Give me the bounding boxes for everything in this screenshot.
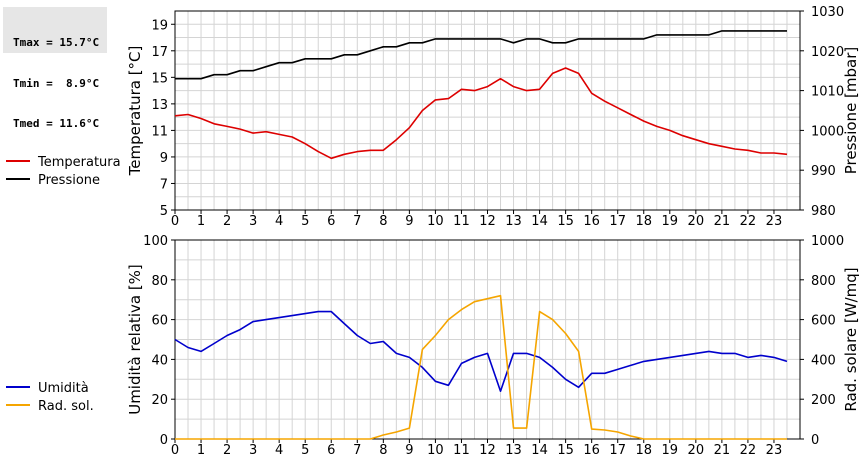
top-yleft-tick-label: 13	[151, 98, 168, 113]
bottom-yright-tick-label: 800	[811, 274, 836, 289]
bottom-yleft-tick-label: 60	[151, 314, 168, 329]
bottom-x-tick-label: 3	[249, 443, 257, 458]
bottom-yleft-tick-label: 0	[160, 433, 168, 448]
top-yright-title: Pressione [mbar]	[842, 47, 860, 175]
stat-tmin-label: Tmin	[13, 76, 40, 90]
legend-label-temperatura: Temperatura	[37, 155, 121, 170]
bottom-x-tick-label: 6	[327, 443, 335, 458]
top-x-tick-label: 5	[301, 214, 309, 229]
top-x-tick-label: 1	[197, 214, 205, 229]
top-yright-tick-label: 1000	[811, 124, 844, 139]
bottom-x-tick-label: 10	[427, 443, 444, 458]
top-yleft-tick-label: 9	[160, 151, 168, 166]
stat-tmed: Tmed = 11.6°C	[13, 117, 100, 130]
bottom-x-tick-label: 5	[301, 443, 309, 458]
bottom-x-tick-label: 12	[479, 443, 496, 458]
legend-label-rad-sol: Rad. sol.	[38, 399, 94, 414]
bottom-x-tick-label: 18	[635, 443, 652, 458]
top-yleft-tick-label: 15	[151, 71, 168, 86]
bottom-x-tick-label: 2	[223, 443, 231, 458]
bottom-x-tick-label: 16	[583, 443, 600, 458]
bottom-yleft-tick-label: 20	[151, 393, 168, 408]
top-x-tick-label: 20	[688, 214, 705, 229]
stat-tmed-value: 11.6°C	[59, 117, 100, 130]
bottom-x-tick-label: 4	[275, 443, 283, 458]
top-x-tick-label: 10	[427, 214, 444, 229]
bottom-yleft-title: Umidità relativa [%]	[126, 264, 144, 415]
top-x-tick-label: 14	[531, 214, 548, 229]
top-x-tick-label: 13	[505, 214, 522, 229]
stat-tmin: Tmin = 8.9°C	[13, 76, 100, 90]
top-yleft-tick-label: 11	[151, 124, 168, 139]
bottom-x-tick-label: 20	[688, 443, 705, 458]
series-line-rad-sol	[175, 294, 787, 440]
bottom-x-tick-label: 14	[531, 443, 548, 458]
bottom-x-tick-label: 11	[453, 443, 470, 458]
series-line-temperatura	[174, 67, 788, 160]
top-x-tick-label: 6	[327, 214, 335, 229]
bottom-x-tick-label: 1	[197, 443, 205, 458]
top-yleft-tick-label: 5	[160, 204, 168, 219]
legend-label-pressione: Pressione	[38, 173, 100, 188]
stat-tmax-label: Tmax	[13, 36, 40, 49]
bottom-yright-tick-label: 200	[811, 393, 836, 408]
stats-box: Tmax = 15.7°C Tmin = 8.9°C Tmed = 11.6°C	[3, 7, 107, 130]
bottom-yleft-tick-label: 100	[143, 234, 168, 249]
top-x-tick-label: 21	[714, 214, 731, 229]
bottom-x-tick-label: 13	[505, 443, 522, 458]
bottom-x-tick-label: 17	[609, 443, 626, 458]
bottom-x-tick-label: 0	[171, 443, 179, 458]
stat-tmed-label: Tmed	[13, 117, 40, 130]
bottom-x-tick-label: 7	[353, 443, 361, 458]
top-x-tick-label: 3	[249, 214, 257, 229]
top-x-tick-label: 17	[609, 214, 626, 229]
top-x-tick-label: 22	[740, 214, 757, 229]
top-x-tick-label: 9	[405, 214, 413, 229]
bottom-x-tick-label: 21	[714, 443, 731, 458]
top-x-tick-label: 11	[453, 214, 470, 229]
top-x-tick-label: 16	[583, 214, 600, 229]
top-yright-tick-label: 1030	[811, 5, 844, 20]
series-line-umidit	[174, 310, 788, 393]
bottom-x-tick-label: 9	[405, 443, 413, 458]
top-x-tick-label: 12	[479, 214, 496, 229]
bottom-yright-tick-label: 600	[811, 314, 836, 329]
top-x-tick-label: 19	[662, 214, 679, 229]
stat-tmax-value: 15.7°C	[59, 36, 100, 49]
stat-tmax: Tmax = 15.7°C	[13, 36, 100, 49]
bottom-yleft-tick-label: 40	[151, 353, 168, 368]
top-yleft-tick-label: 17	[151, 45, 168, 60]
stat-tmin-value: 8.9°C	[59, 76, 100, 90]
top-yleft-tick-label: 7	[160, 177, 168, 192]
top-x-tick-label: 8	[379, 214, 387, 229]
bottom-yright-tick-label: 400	[811, 353, 836, 368]
legend-label-umidit: Umidità	[38, 381, 89, 396]
series-line-pressione	[175, 30, 787, 80]
top-x-tick-label: 23	[766, 214, 783, 229]
top-yright-tick-label: 1010	[811, 85, 844, 100]
bottom-x-tick-label: 19	[662, 443, 679, 458]
top-yright-tick-label: 990	[811, 164, 836, 179]
bottom-x-tick-label: 22	[740, 443, 757, 458]
bottom-yright-tick-label: 0	[811, 433, 819, 448]
bottom-x-tick-label: 23	[766, 443, 783, 458]
top-x-tick-label: 2	[223, 214, 231, 229]
top-yleft-tick-label: 19	[151, 18, 168, 33]
bottom-x-tick-label: 15	[557, 443, 574, 458]
bottom-yright-tick-label: 1000	[811, 234, 844, 249]
top-yright-tick-label: 1020	[811, 45, 844, 60]
top-x-tick-label: 15	[557, 214, 574, 229]
top-x-tick-label: 0	[171, 214, 179, 229]
top-x-tick-label: 7	[353, 214, 361, 229]
bottom-yright-title: Rad. solare [W/mq]	[842, 267, 860, 411]
bottom-yleft-tick-label: 80	[151, 274, 168, 289]
top-yleft-title: Temperatura [°C]	[126, 46, 144, 177]
top-yright-tick-label: 980	[811, 204, 836, 219]
bottom-x-tick-label: 8	[379, 443, 387, 458]
top-x-tick-label: 18	[635, 214, 652, 229]
top-x-tick-label: 4	[275, 214, 283, 229]
